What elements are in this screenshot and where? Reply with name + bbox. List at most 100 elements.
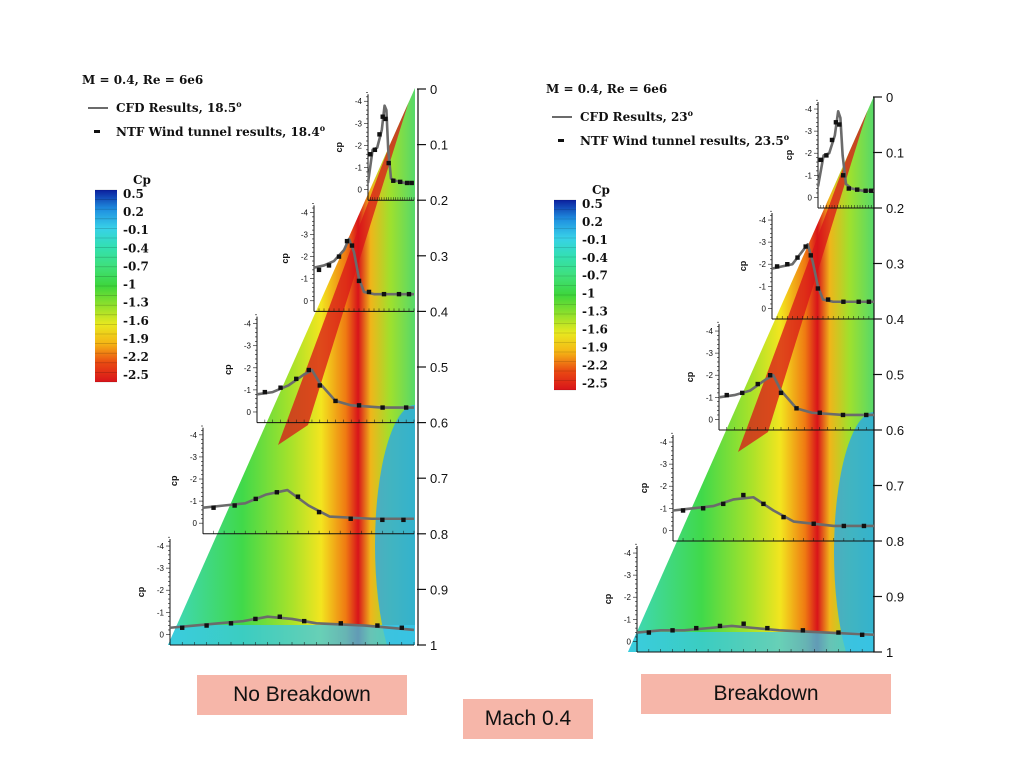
ntf-data-point xyxy=(785,262,790,267)
ntf-data-point xyxy=(368,152,373,157)
cp-axis-tick-label: 0 xyxy=(709,415,714,424)
ntf-data-point xyxy=(375,623,380,628)
colorbar-title: Cp xyxy=(133,173,151,187)
span-axis-tick-label: 0.6 xyxy=(886,423,904,438)
ntf-data-point xyxy=(204,623,209,628)
trailing-low-region xyxy=(834,412,874,652)
cp-axis-tick-label: 0 xyxy=(304,297,309,306)
ntf-data-point xyxy=(406,291,412,297)
trailing-edge-region xyxy=(168,625,415,645)
ntf-data-point xyxy=(381,291,387,297)
ntf-data-point xyxy=(817,410,822,415)
ntf-data-point xyxy=(863,188,868,193)
ntf-data-point xyxy=(741,621,746,626)
vortex-streak xyxy=(738,96,872,452)
ntf-data-point xyxy=(646,630,652,635)
cp-axis-label: cp xyxy=(169,475,179,486)
cp-section-plot: -4 -3 -2 -1 0 cp xyxy=(334,92,415,201)
cp-axis-tick-label: -4 xyxy=(624,549,632,558)
ntf-data-point xyxy=(262,389,268,395)
span-axis-tick-label: 0.4 xyxy=(430,304,448,319)
cp-axis-tick-label: -2 xyxy=(190,475,198,484)
colorbar-tick-label: -2.2 xyxy=(123,350,149,364)
legend-entry-name: CFD Results, 18.5 xyxy=(116,101,236,115)
colorbar-tick-label: -2.5 xyxy=(582,376,608,390)
cp-axis-tick-label: -4 xyxy=(301,208,309,217)
cp-axis-tick-label: -3 xyxy=(190,453,198,462)
colorbar-title: Cp xyxy=(592,183,610,197)
colorbar-tick-label: -1.9 xyxy=(582,340,608,354)
colorbar: Cp0.5 0.2 -0.1 -0.4 -0.7 -1 -1.3 -1.6 -1.9 -2.2 -2… xyxy=(95,173,151,383)
legend-entry-degree: o xyxy=(688,108,694,118)
cp-axis-tick-label: -3 xyxy=(759,238,767,247)
ntf-data-point xyxy=(818,157,823,163)
colorbar-bar xyxy=(554,200,576,390)
cfd-series-line xyxy=(636,624,875,637)
cp-axis-label: cp xyxy=(784,149,794,160)
ntf-data-point xyxy=(356,403,362,408)
ntf-data-point xyxy=(383,116,388,122)
ntf-data-point xyxy=(253,496,258,502)
ntf-data-point xyxy=(333,398,338,404)
ntf-data-point xyxy=(841,299,846,304)
ntf-data-point xyxy=(724,392,729,398)
wing-surface xyxy=(628,96,874,652)
ntf-data-point xyxy=(344,238,350,244)
ntf-data-point xyxy=(380,405,385,410)
ntf-data-point xyxy=(680,508,686,513)
ntf-data-point xyxy=(349,243,355,248)
span-axis-tick-label: 0.5 xyxy=(886,368,904,383)
ntf-data-point xyxy=(670,628,675,633)
colorbar-tick-label: -0.7 xyxy=(123,259,149,273)
colorbar-tick-label: -1.9 xyxy=(123,332,149,346)
ntf-data-point xyxy=(274,490,280,495)
span-axis-tick-label: 0.3 xyxy=(430,249,448,264)
span-axis-tick-label: 0.7 xyxy=(430,471,448,486)
ntf-data-point xyxy=(404,180,410,186)
ntf-data-point xyxy=(380,114,385,119)
cp-axis-tick-label: -1 xyxy=(660,504,668,513)
colorbar-tick-label: -0.4 xyxy=(123,241,149,255)
cp-axis-tick-label: 0 xyxy=(247,408,252,417)
ntf-data-point xyxy=(277,614,282,619)
span-axis: 0 0.1 0.2 0.3 0.4 0.5 0.6 0.7 0.8 0.9 1 xyxy=(873,90,904,660)
colorbar-tick-label: -1.3 xyxy=(582,305,608,319)
ntf-data-point xyxy=(295,494,301,499)
cp-axis-tick-label: 0 xyxy=(193,519,198,528)
span-axis: 0 0.1 0.2 0.3 0.4 0.5 0.6 0.7 0.8 0.9 1 xyxy=(417,82,448,653)
span-axis-tick-label: 0.2 xyxy=(430,193,448,208)
span-axis-tick-label: 1 xyxy=(886,645,893,660)
ntf-data-point xyxy=(755,381,760,387)
cp-axis-tick-label: -1 xyxy=(190,497,198,506)
ntf-data-point xyxy=(211,505,216,510)
cp-axis-tick-label: -4 xyxy=(355,97,363,106)
cp-axis-tick-label: -3 xyxy=(301,231,309,240)
cp-axis-tick-label: -2 xyxy=(805,149,813,158)
ntf-data-point xyxy=(403,405,409,410)
cp-axis-tick-label: -3 xyxy=(157,564,165,573)
ntf-data-point xyxy=(841,523,847,529)
ntf-data-point xyxy=(794,406,799,411)
legend-marker-swatch xyxy=(94,130,100,133)
ntf-data-point xyxy=(372,147,378,153)
cp-axis-tick-label: -4 xyxy=(244,320,252,329)
ntf-data-point xyxy=(316,509,322,515)
ntf-data-point xyxy=(767,373,773,378)
ntf-data-point xyxy=(840,412,846,418)
ntf-data-point xyxy=(800,628,806,633)
ntf-data-point xyxy=(825,297,831,302)
cp-axis-tick-label: -4 xyxy=(157,542,165,551)
legend-entry-name: CFD Results, 23 xyxy=(580,110,688,124)
ntf-data-point xyxy=(338,621,343,626)
ntf-data-point xyxy=(866,299,872,304)
span-axis-tick-label: 0.8 xyxy=(886,534,904,549)
wing-surface xyxy=(168,88,415,645)
ntf-data-point xyxy=(761,501,766,507)
span-axis-tick-label: 0.9 xyxy=(430,582,448,597)
ntf-data-point xyxy=(774,264,780,269)
colorbar-tick-label: -2.2 xyxy=(582,358,608,372)
caption-breakdown: Breakdown xyxy=(641,674,891,714)
ntf-data-point xyxy=(386,160,391,166)
